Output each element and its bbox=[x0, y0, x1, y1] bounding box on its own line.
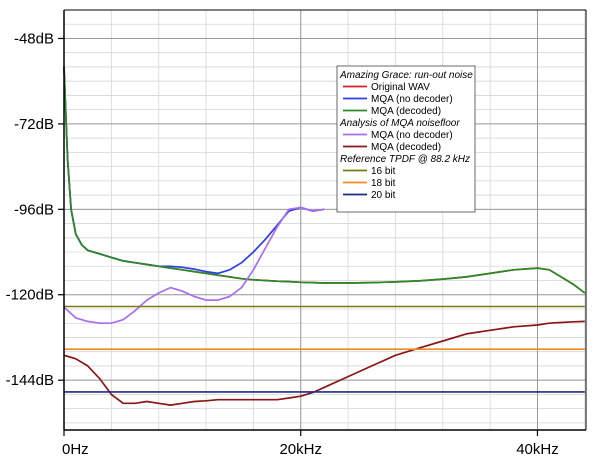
x-tick-label: 40kHz bbox=[516, 441, 559, 458]
legend-group-title: Reference TPDF @ 88.2 kHz bbox=[340, 154, 470, 165]
series-lines bbox=[63, 66, 586, 406]
tick-labels: -48dB -72dB -96dB -120dB -144dB 0Hz 20kHz 40kHz bbox=[6, 30, 559, 458]
x-tick-label: 0Hz bbox=[62, 441, 89, 458]
series-line-2 bbox=[63, 66, 586, 294]
y-tick-label: -144dB bbox=[6, 372, 54, 389]
legend-entry: MQA (decoded) bbox=[371, 106, 441, 117]
series-line-4 bbox=[63, 320, 585, 406]
y-tick-label: -96dB bbox=[14, 201, 54, 218]
grid bbox=[64, 9, 586, 430]
legend-box bbox=[336, 65, 476, 213]
x-tick-label: 20kHz bbox=[279, 441, 322, 458]
series-line-3 bbox=[63, 206, 325, 325]
y-tick-label: -72dB bbox=[14, 116, 54, 133]
legend-entry: Original WAV bbox=[371, 82, 430, 93]
legend-entry: 18 bit bbox=[371, 178, 396, 189]
y-tick-label: -48dB bbox=[14, 30, 54, 47]
axes bbox=[58, 9, 587, 436]
legend-entry: MQA (no decoder) bbox=[371, 130, 453, 141]
legend-entry: MQA (no decoder) bbox=[371, 94, 453, 105]
legend-entry: 20 bit bbox=[371, 190, 396, 201]
legend-entry: 16 bit bbox=[371, 166, 396, 177]
legend-entry: MQA (decoded) bbox=[371, 142, 441, 153]
legend-group-title: Analysis of MQA noisefloor bbox=[339, 118, 460, 129]
plot-background bbox=[64, 10, 586, 430]
y-tick-label: -120dB bbox=[6, 287, 54, 304]
legend-group-title: Amazing Grace: run-out noise bbox=[339, 70, 473, 81]
